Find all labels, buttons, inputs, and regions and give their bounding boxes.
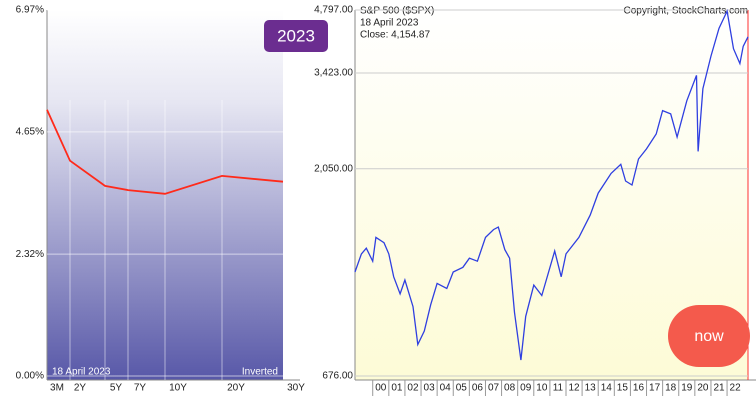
y-tick-label: 6.97%: [16, 5, 44, 16]
year-badge-label: 2023: [277, 26, 315, 45]
x-tick-label: 7Y: [134, 383, 147, 394]
x-tick-label: 10: [536, 383, 548, 394]
x-tick-label: 05: [456, 383, 468, 394]
y-tick-label: 2,050.00: [314, 163, 353, 174]
x-tick-label: 16: [633, 383, 645, 394]
y-tick-label: 3,423.00: [314, 68, 353, 79]
x-tick-label: 07: [488, 383, 500, 394]
y-tick-label: 0.00%: [16, 371, 44, 382]
x-tick-label: 13: [585, 383, 597, 394]
status-label: Inverted: [242, 367, 278, 378]
x-tick-label: 12: [568, 383, 580, 394]
x-tick-label: 2Y: [74, 383, 87, 394]
x-tick-label: 14: [601, 383, 613, 394]
x-tick-label: 3M: [50, 383, 64, 394]
data-line: [354, 8, 749, 361]
y-tick-label: 4,797.00: [314, 5, 353, 16]
x-tick-label: 02: [407, 383, 419, 394]
x-tick-label: 22: [730, 383, 742, 394]
x-tick-label: 09: [520, 383, 532, 394]
x-tick-label: 20Y: [227, 383, 245, 394]
x-tick-label: 21: [713, 383, 725, 394]
x-tick-label: 19: [681, 383, 693, 394]
x-tick-label: 01: [391, 383, 403, 394]
data-line: [46, 109, 284, 195]
date-label: 18 April 2023: [360, 18, 419, 29]
now-button[interactable]: [668, 305, 750, 367]
x-tick-label: 5Y: [110, 383, 123, 394]
x-tick-label: 30Y: [287, 383, 305, 394]
now-button-label: now: [694, 328, 724, 345]
x-tick-label: 17: [649, 383, 661, 394]
x-tick-label: 06: [472, 383, 484, 394]
price-panel: S&P 500 ($SPX) 18 April 2023 Close: 4,15…: [314, 5, 756, 396]
x-tick-label: 15: [617, 383, 629, 394]
x-tick-label: 04: [440, 383, 452, 394]
chart-title: S&P 500 ($SPX): [360, 6, 434, 17]
x-tick-label: 11: [553, 383, 564, 394]
x-tick-label: 10Y: [169, 383, 187, 394]
y-tick-label: 2.32%: [16, 249, 44, 260]
year-badge[interactable]: [264, 20, 328, 52]
close-label: Close: 4,154.87: [360, 30, 430, 41]
y-tick-label: 4.65%: [16, 126, 44, 137]
date-label: 18 April 2023: [52, 367, 111, 378]
x-tick-label: 18: [665, 383, 677, 394]
x-tick-label: 20: [697, 383, 709, 394]
yield-curve-panel: 18 April 2023 Inverted 0.00% 2.32% 4.65% 6.…: [16, 5, 306, 394]
x-tick-label: 00: [375, 383, 387, 394]
x-tick-label: 08: [504, 383, 516, 394]
copyright: Copyright, StockCharts.com: [624, 6, 749, 17]
x-tick-label: 03: [424, 383, 436, 394]
y-tick-label: 676.00: [322, 371, 353, 382]
